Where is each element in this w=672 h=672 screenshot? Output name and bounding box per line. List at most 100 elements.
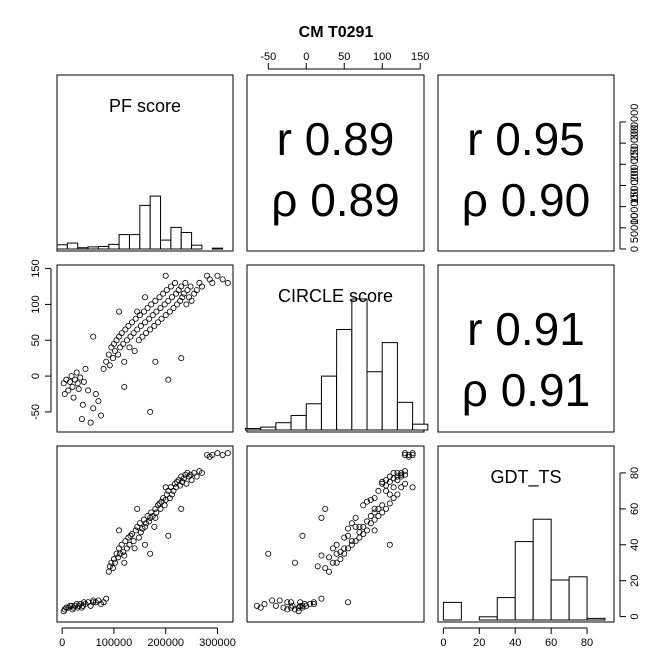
scatter-point [352, 523, 359, 530]
scatter-point [371, 509, 378, 516]
scatter-point [295, 604, 302, 611]
scatter-point [180, 290, 187, 297]
scatter-point [178, 505, 185, 512]
scatter-point [167, 283, 174, 290]
y-tick-label: 200000 [629, 146, 641, 183]
scatter-point [379, 509, 386, 516]
y-tick-label: 40 [629, 539, 641, 551]
scatter-point [348, 541, 355, 548]
scatter-point [318, 514, 325, 521]
panel-frame-1-0 [56, 264, 234, 433]
histogram-bar [77, 247, 89, 250]
x-tick-label: 40 [509, 637, 521, 649]
histogram-bar [290, 414, 307, 431]
histogram-bar [305, 403, 322, 431]
scatter-point [345, 545, 352, 552]
scatter-point [386, 541, 393, 548]
scatter-point [409, 450, 416, 457]
scatter-point [170, 305, 177, 312]
scatter-point [187, 283, 194, 290]
histogram-bar [381, 342, 398, 431]
panel-frame-2-0 [56, 445, 234, 623]
scatter-point [178, 283, 185, 290]
scatter-point [75, 602, 82, 609]
scatter-point [398, 473, 405, 480]
scatter-point [80, 599, 87, 606]
scatter-point [162, 484, 169, 491]
scatter-point [100, 365, 107, 372]
histogram-bar [496, 597, 516, 621]
scatter-point [364, 527, 371, 534]
scatter-point [131, 348, 138, 355]
histogram-bar [149, 195, 162, 250]
y-tick-label: -50 [30, 404, 42, 420]
histogram-bar [260, 426, 277, 431]
scatter-point [131, 545, 138, 552]
scatter-point [179, 294, 186, 301]
scatter-point [214, 272, 221, 279]
scatter-point [120, 548, 127, 555]
scatter-point [183, 480, 190, 487]
scatter-point [113, 550, 120, 557]
scatter-point [80, 378, 87, 385]
pearson-r-label: r 0.89 [277, 113, 395, 165]
histogram-bar [351, 298, 368, 431]
scatter-point [295, 608, 302, 615]
scatter-point [184, 469, 191, 476]
x-tick-label: 300000 [199, 637, 236, 649]
x-tick-label: 200000 [147, 637, 184, 649]
scatter-point [105, 351, 112, 358]
scatter-point [345, 599, 352, 606]
scatter-point [162, 312, 169, 319]
scatter-point [390, 469, 397, 476]
histogram-bar [108, 243, 120, 250]
scatter-point [147, 550, 154, 557]
scatter-point [68, 602, 75, 609]
scatter-point [383, 477, 390, 484]
scatter-point [77, 374, 84, 381]
scatter-point [137, 322, 144, 329]
scatter-point [120, 340, 127, 347]
scatter-point [69, 383, 76, 390]
scatter-point [314, 563, 321, 570]
scatter-point [166, 308, 173, 315]
scatter-point [118, 541, 125, 548]
scatter-point [394, 469, 401, 476]
scatter-point [168, 491, 175, 498]
scatter-point [90, 599, 97, 606]
scatter-point [141, 541, 148, 548]
scatter-point [141, 294, 148, 301]
scatter-point [386, 500, 393, 507]
scatter-point [130, 538, 137, 545]
scatter-point [141, 523, 148, 530]
x-tick-label: 100 [373, 51, 391, 63]
scatter-point [121, 552, 128, 559]
scatter-point [345, 532, 352, 539]
panel-frame-1-2 [437, 264, 615, 433]
scatter-point [289, 602, 296, 609]
y-tick-label: 0 [629, 246, 641, 252]
scatter-point [364, 498, 371, 505]
scatter-point [180, 475, 187, 482]
scatter-point [127, 532, 134, 539]
scatter-point [390, 484, 397, 491]
scatter-point [122, 538, 129, 545]
scatter-point [348, 538, 355, 545]
histogram-bar [160, 239, 172, 250]
scatter-point [151, 322, 158, 329]
scatter-point [70, 604, 77, 611]
scatter-point [341, 545, 348, 552]
scatter-point [326, 554, 333, 561]
scatter-point [116, 527, 123, 534]
scatter-point [182, 279, 189, 286]
scatter-point [405, 451, 412, 458]
histogram-bar [336, 329, 353, 431]
scatter-point [329, 559, 336, 566]
scatter-point [152, 297, 159, 304]
scatter-point [95, 398, 102, 405]
scatter-point [398, 469, 405, 476]
scatter-point [333, 550, 340, 557]
x-tick-label: 0 [303, 51, 309, 63]
scatter-point [288, 599, 295, 606]
spearman-rho-label: ρ 0.90 [462, 174, 590, 226]
